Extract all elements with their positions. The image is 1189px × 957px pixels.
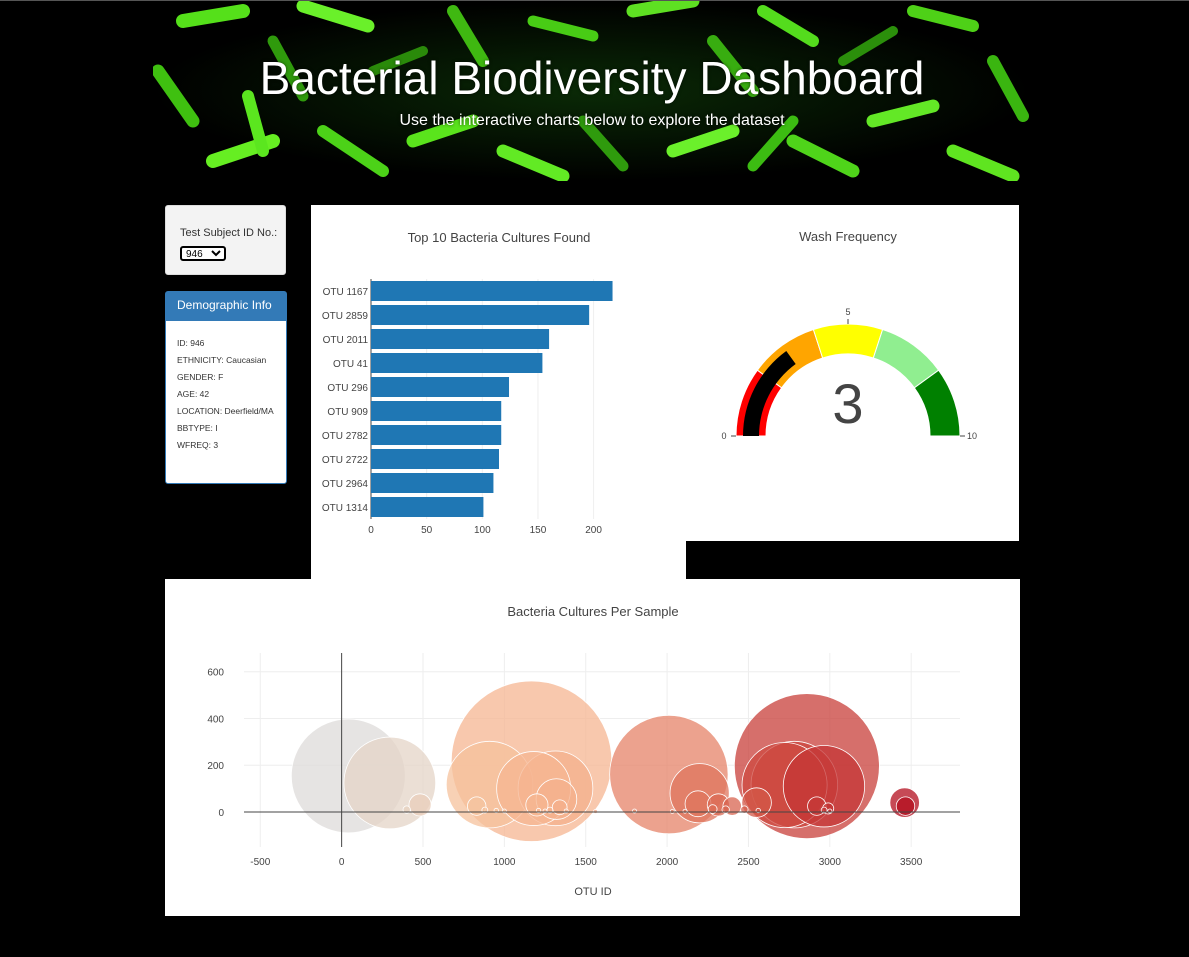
bubble-x-tick-label: 2500 [737,857,760,868]
bubble-point[interactable] [525,793,549,817]
demo-item-age: AGE: 42 [177,389,210,399]
bubble-point[interactable] [707,804,718,814]
bar-x-tick-label: 200 [585,525,602,536]
bubble-point[interactable] [408,793,432,817]
demo-item-gender: GENDER: F [177,372,224,382]
page-subtitle: Use the interactive charts below to expl… [399,112,785,129]
demo-item-id: ID: 946 [177,338,205,348]
demo-item-ethnicity: ETHNICITY: Caucasian [177,355,267,365]
bar-otu-2964[interactable] [371,473,494,493]
bubble-x-tick-label: 500 [415,857,432,868]
bubble-point[interactable] [895,796,916,816]
bar-x-tick-label: 0 [368,525,374,536]
bar-y-tick-label: OTU 2782 [322,431,369,442]
bar-otu-2859[interactable] [371,305,590,325]
demographic-info-heading: Demographic Info [166,292,286,321]
bar-x-tick-label: 150 [530,525,547,536]
gauge-tick-label: 5 [845,307,850,317]
gauge-step-4 [913,369,961,437]
bubble-x-tick-label: -500 [250,857,270,868]
bar-otu-2722[interactable] [371,449,499,469]
bubble-chart-title: Bacteria Cultures Per Sample [507,604,678,619]
bubble-x-axis-title: OTU ID [574,886,611,898]
subject-selector-well: Test Subject ID No.: 946 [165,205,286,275]
bar-y-tick-label: OTU 2859 [322,311,369,322]
demographic-info-panel: Demographic Info ID: 946 ETHNICITY: Cauc… [165,291,287,484]
bar-otu-909[interactable] [371,401,502,421]
bubble-x-tick-label: 0 [339,857,345,868]
wash-frequency-gauge[interactable]: Wash Frequency 0 5 10 3 [686,205,1019,541]
bar-y-tick-label: OTU 2011 [323,335,369,346]
bar-y-tick-label: OTU 296 [327,383,368,394]
bubble-chart-card: Bacteria Cultures Per Sample -500 0 500 100… [165,579,1020,916]
bubble-y-tick-label: 600 [207,668,224,679]
bar-y-tick-label: OTU 2722 [322,455,369,466]
gauge-tick-label: 0 [721,431,726,441]
bacteria-background-image [153,1,1031,181]
bar-x-tick-label: 100 [474,525,491,536]
bubble-point[interactable] [467,796,487,816]
page-title: Bacterial Biodiversity Dashboard [259,52,925,104]
bubble-x-tick-label: 1000 [493,857,516,868]
bubble-y-tick-label: 200 [207,761,224,772]
bubble-x-tick-label: 3500 [900,857,923,868]
bar-otu-1314[interactable] [371,497,484,517]
top10-bar-chart[interactable]: Top 10 Bacteria Cultures Found OTU 1167 O… [311,205,686,579]
bubble-point[interactable] [551,799,568,816]
bar-otu-2782[interactable] [371,425,502,445]
bar-y-tick-label: OTU 1167 [323,287,369,298]
demo-item-location: LOCATION: Deerfield/MA [177,406,274,416]
bar-otu-1167[interactable] [371,281,613,301]
demo-item-wfreq: WFREQ: 3 [177,440,219,450]
subject-id-label: Test Subject ID No.: [180,227,278,239]
bubble-x-tick-label: 2000 [656,857,679,868]
bar-y-tick-label: OTU 909 [327,407,368,418]
bubble-y-tick-label: 400 [207,714,224,725]
demographic-info-body: ID: 946 ETHNICITY: Caucasian GENDER: F A… [166,321,286,450]
bubble-x-tick-label: 3000 [819,857,842,868]
jumbotron-header: Bacterial Biodiversity Dashboard Use the… [153,1,1031,181]
gauge-value-number: 3 [832,372,863,435]
bar-y-tick-label: OTU 2964 [322,479,369,490]
bubble-point[interactable] [782,745,866,828]
bar-otu-296[interactable] [371,377,510,397]
gauge-title: Wash Frequency [799,229,897,244]
bar-otu-41[interactable] [371,353,543,373]
bar-chart-title: Top 10 Bacteria Cultures Found [408,230,591,245]
gauge-chart-card: Wash Frequency 0 5 10 3 [686,205,1019,541]
window-top-border [0,0,1189,1]
bubble-point[interactable] [741,787,772,818]
bubble-point[interactable] [682,808,688,814]
bar-otu-2011[interactable] [371,329,550,349]
demo-item-bbtype: BBTYPE: I [177,423,218,433]
gauge-tick-label: 10 [967,431,977,441]
bubble-y-tick-label: 0 [218,808,224,819]
bubble-x-tick-label: 1500 [575,857,598,868]
bar-y-tick-label: OTU 1314 [322,503,369,514]
gauge-step-2 [812,323,884,359]
subject-id-dropdown[interactable]: 946 [180,246,226,261]
bubble-chart[interactable]: Bacteria Cultures Per Sample -500 0 500 100… [165,579,1020,916]
bar-x-tick-label: 50 [421,525,433,536]
bar-y-tick-label: OTU 41 [333,359,368,370]
bar-chart-card: Top 10 Bacteria Cultures Found OTU 1167 O… [311,205,686,579]
gauge-value-bar [743,351,796,436]
